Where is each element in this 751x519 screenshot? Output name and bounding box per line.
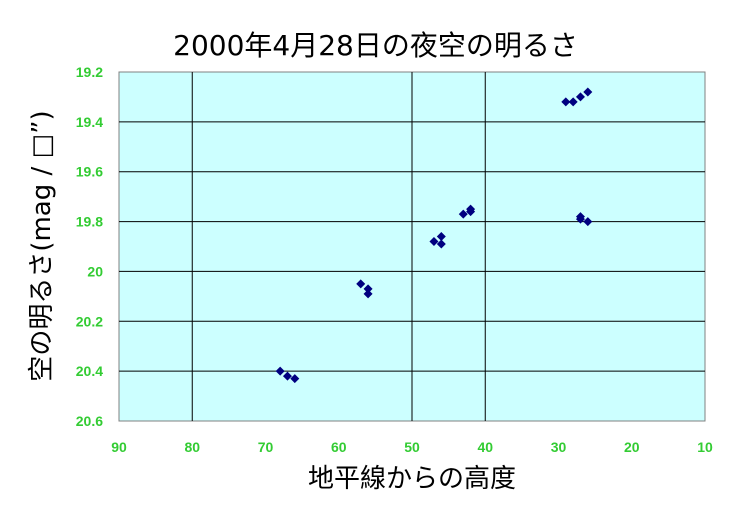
x-tick-label: 70 — [258, 439, 274, 455]
data-point — [583, 87, 593, 97]
data-point — [429, 237, 439, 247]
data-point — [436, 232, 446, 242]
x-tick-label: 40 — [477, 439, 493, 455]
data-point — [458, 209, 468, 219]
x-tick-label: 10 — [697, 439, 713, 455]
x-tick-label: 90 — [111, 439, 127, 455]
data-point — [561, 97, 571, 107]
data-point — [575, 214, 585, 224]
y-tick-label: 19.6 — [76, 164, 103, 180]
data-point — [568, 97, 578, 107]
y-tick-label: 20.4 — [76, 363, 103, 379]
y-tick-label: 19.4 — [76, 114, 103, 130]
data-point — [282, 371, 292, 381]
y-tick-label: 20.2 — [76, 313, 103, 329]
y-tick-label: 19.2 — [76, 64, 103, 80]
data-point — [356, 279, 366, 289]
x-tick-label: 30 — [551, 439, 567, 455]
data-point — [436, 239, 446, 249]
x-tick-label: 80 — [184, 439, 200, 455]
y-tick-label: 19.8 — [76, 214, 103, 230]
data-point — [363, 284, 373, 294]
data-point — [275, 366, 285, 376]
chart-title: 2000年4月28日の夜空の明るさ — [173, 29, 578, 62]
data-point — [583, 217, 593, 227]
data-point — [363, 289, 373, 299]
data-point — [466, 204, 476, 214]
x-tick-label: 50 — [404, 439, 420, 455]
gridlines — [119, 72, 705, 421]
x-tick-labels: 90 80 70 60 50 40 30 20 10 — [111, 439, 713, 455]
x-tick-label: 60 — [331, 439, 347, 455]
data-point — [290, 374, 300, 384]
y-axis-title: 空の明るさ(mag / □”) — [27, 110, 57, 381]
x-axis-title: 地平線からの高度 — [308, 464, 516, 494]
y-tick-label: 20 — [87, 263, 103, 279]
data-points — [275, 87, 593, 384]
y-tick-label: 20.6 — [76, 413, 103, 429]
data-point — [575, 92, 585, 102]
x-tick-label: 20 — [624, 439, 640, 455]
y-tick-labels: 19.2 19.4 19.6 19.8 20 20.2 20.4 20.6 — [76, 64, 103, 429]
